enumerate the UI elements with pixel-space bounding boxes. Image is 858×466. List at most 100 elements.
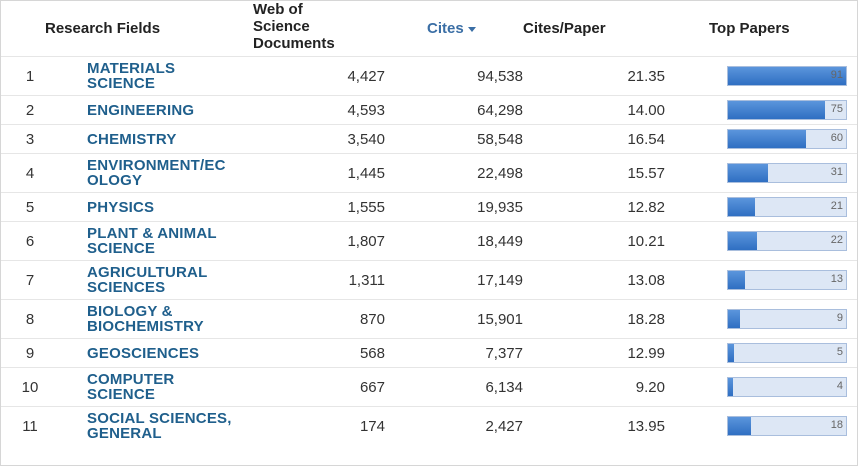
rank-cell: 5 xyxy=(1,192,45,222)
docs-cell: 4,593 xyxy=(247,95,385,125)
field-link[interactable]: COMPUTER SCIENCE xyxy=(87,371,175,403)
top-papers-bar: 31 xyxy=(727,163,847,183)
top-papers-bar: 60 xyxy=(727,129,847,149)
field-link[interactable]: AGRICULTURAL SCIENCES xyxy=(87,264,208,296)
top-papers-label: 22 xyxy=(830,234,843,246)
field-cell: GEOSCIENCES xyxy=(87,338,247,368)
rank-cell: 7 xyxy=(1,260,45,300)
rank-cell: 9 xyxy=(1,338,45,368)
field-link[interactable]: SOCIAL SCIENCES, GENERAL xyxy=(87,410,232,442)
cites-header[interactable]: Cites xyxy=(385,1,523,57)
rank-cell: 4 xyxy=(1,153,45,193)
top-papers-bar: 22 xyxy=(727,231,847,251)
field-link[interactable]: PLANT & ANIMAL SCIENCE xyxy=(87,225,217,257)
docs-cell: 174 xyxy=(247,406,385,445)
top-papers-cell: 21 xyxy=(665,192,857,222)
row: 9 GEOSCIENCES 568 7,377 12.99 5 xyxy=(1,338,857,368)
cites: 19,935 xyxy=(477,198,523,216)
docs-cell: 568 xyxy=(247,338,385,368)
field-link[interactable]: MATERIALS SCIENCE xyxy=(87,60,176,92)
cites: 17,149 xyxy=(477,271,523,289)
docs: 1,807 xyxy=(347,232,385,250)
cites-per-paper: 14.00 xyxy=(627,101,665,119)
spacer-cell xyxy=(45,192,87,222)
spacer-cell xyxy=(45,260,87,300)
cpp-cell: 13.08 xyxy=(523,260,665,300)
top-papers-label: 5 xyxy=(836,346,843,358)
row: 10 COMPUTER SCIENCE 667 6,134 9.20 4 xyxy=(1,367,857,407)
field-cell: BIOLOGY & BIOCHEMISTRY xyxy=(87,299,247,339)
top-papers-label: 91 xyxy=(830,69,843,81)
field-link[interactable]: BIOLOGY & BIOCHEMISTRY xyxy=(87,303,204,335)
top-papers-label: 75 xyxy=(830,103,843,115)
rank: 8 xyxy=(25,310,35,328)
rank: 10 xyxy=(21,378,39,396)
row: 11 SOCIAL SCIENCES, GENERAL 174 2,427 13.95 1… xyxy=(1,406,857,445)
field-cell: AGRICULTURAL SCIENCES xyxy=(87,260,247,300)
row: 7 AGRICULTURAL SCIENCES 1,311 17,149 13.08 13 xyxy=(1,260,857,300)
field-link[interactable]: CHEMISTRY xyxy=(87,130,177,148)
rank: 5 xyxy=(25,198,35,216)
field-header-text: Research Fields xyxy=(45,20,161,37)
rank-cell: 8 xyxy=(1,299,45,339)
cites-sort[interactable]: Cites xyxy=(427,20,464,37)
top-papers-label: 18 xyxy=(830,419,843,431)
field-link[interactable]: PHYSICS xyxy=(87,198,155,216)
cites-per-paper: 13.95 xyxy=(627,417,665,435)
docs-cell: 1,445 xyxy=(247,153,385,193)
top-papers-label: 13 xyxy=(830,273,843,285)
rank: 2 xyxy=(25,101,35,119)
row: 3 CHEMISTRY 3,540 58,548 16.54 60 xyxy=(1,124,857,154)
top-papers-label: 4 xyxy=(836,380,843,392)
field-cell: SOCIAL SCIENCES, GENERAL xyxy=(87,406,247,445)
field-link[interactable]: GEOSCIENCES xyxy=(87,344,200,362)
top-papers-cell: 5 xyxy=(665,338,857,368)
cites-per-paper: 9.20 xyxy=(635,378,665,396)
docs: 568 xyxy=(359,344,385,362)
docs-cell: 667 xyxy=(247,367,385,407)
top-papers-cell: 4 xyxy=(665,367,857,407)
field-header: Research Fields xyxy=(45,1,247,57)
spacer-cell xyxy=(45,153,87,193)
top-papers-fill xyxy=(728,378,734,396)
top-papers-label: 60 xyxy=(830,132,843,144)
rank: 11 xyxy=(22,417,38,435)
cites: 2,427 xyxy=(485,417,523,435)
cpp-cell: 13.95 xyxy=(523,406,665,445)
field-link[interactable]: ENGINEERING xyxy=(87,101,195,119)
cites: 7,377 xyxy=(485,344,523,362)
top-papers-cell: 9 xyxy=(665,299,857,339)
top-papers-cell: 13 xyxy=(665,260,857,300)
cpp-header: Cites/Paper xyxy=(523,1,665,57)
field-link[interactable]: ENVIRONMENT/ECOLOGY xyxy=(87,157,226,189)
docs-cell: 1,807 xyxy=(247,221,385,261)
rank-cell: 11 xyxy=(1,406,45,445)
cites: 64,298 xyxy=(477,101,523,119)
cites-per-paper: 10.21 xyxy=(627,232,665,250)
spacer-cell xyxy=(45,299,87,339)
top-papers-label: 31 xyxy=(830,166,843,178)
docs-cell: 4,427 xyxy=(247,56,385,96)
top-papers-bar: 18 xyxy=(727,416,847,436)
cites-per-paper: 12.99 xyxy=(627,344,665,362)
rank-header xyxy=(1,1,45,57)
cites: 94,538 xyxy=(477,67,523,85)
cites-per-paper: 12.82 xyxy=(627,198,665,216)
rank-cell: 2 xyxy=(1,95,45,125)
spacer-cell xyxy=(45,406,87,445)
cites: 6,134 xyxy=(485,378,523,396)
top-papers-bar: 5 xyxy=(727,343,847,363)
top-papers-label: 21 xyxy=(830,200,843,212)
cpp-header-text: Cites/Paper xyxy=(523,20,606,37)
cites-cell: 18,449 xyxy=(385,221,523,261)
cites-cell: 2,427 xyxy=(385,406,523,445)
rank-cell: 1 xyxy=(1,56,45,96)
cites-per-paper: 18.28 xyxy=(627,310,665,328)
field-cell: PLANT & ANIMAL SCIENCE xyxy=(87,221,247,261)
sort-caret xyxy=(467,26,476,32)
spacer-cell xyxy=(45,367,87,407)
top-papers-fill xyxy=(728,130,806,148)
cites-cell: 7,377 xyxy=(385,338,523,368)
cpp-cell: 16.54 xyxy=(523,124,665,154)
cites-cell: 19,935 xyxy=(385,192,523,222)
